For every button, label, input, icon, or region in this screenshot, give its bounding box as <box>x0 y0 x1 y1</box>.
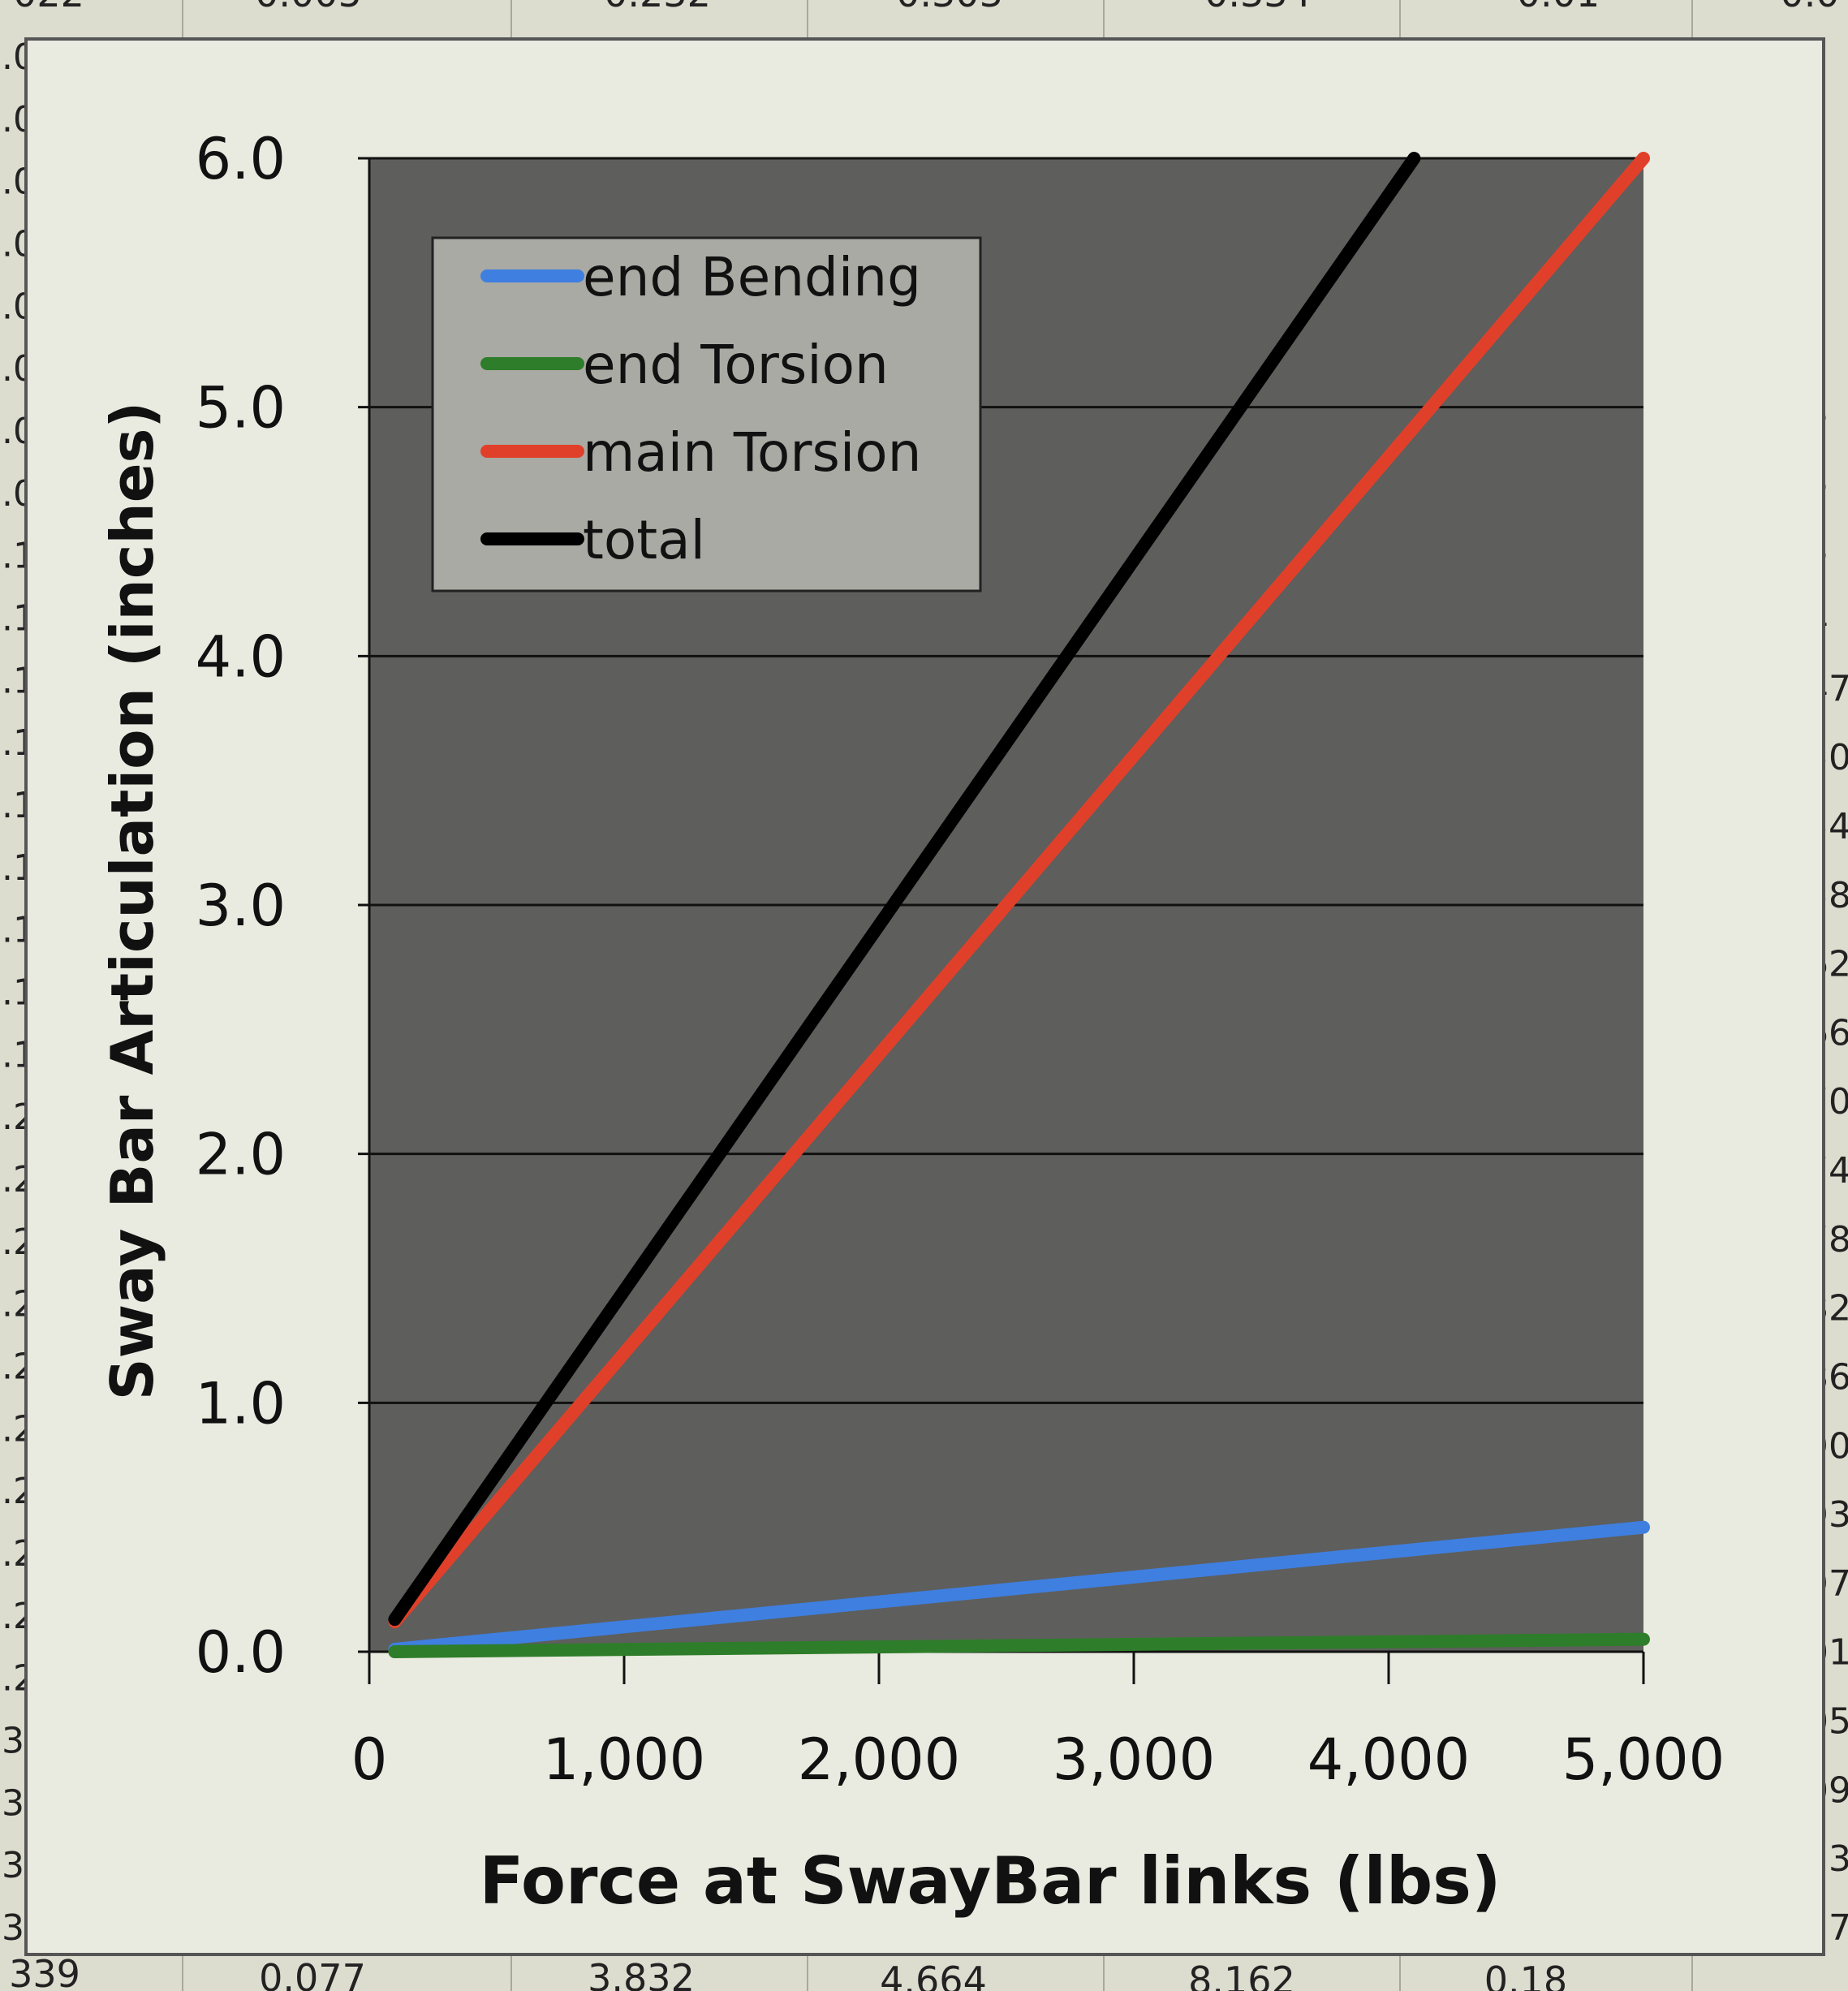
y-tick-label: 1.0 <box>196 1370 286 1437</box>
cell-top-6: 0.01 <box>1517 0 1600 15</box>
cell-top-2: 0.005 <box>255 0 362 15</box>
left-cell: 3 <box>2 1721 24 1762</box>
series-line-end-torsion <box>388 1632 1650 1658</box>
y-tick-label: 4.0 <box>196 623 286 690</box>
x-tick-label: 4,000 <box>1307 1726 1470 1793</box>
cell-top-7: 0.0 <box>1780 0 1839 15</box>
cell-bottom-5: 8.162 <box>1188 1959 1295 1991</box>
x-axis-title: Force at SwayBar links (lbs) <box>480 1843 1501 1919</box>
cell-bottom-2: 0.077 <box>259 1956 366 1991</box>
y-tick-label: 2.0 <box>196 1122 286 1188</box>
series-line-total <box>388 152 1421 1627</box>
y-tick-label: 3.0 <box>196 873 286 939</box>
x-tick-label: 5,000 <box>1562 1726 1725 1793</box>
legend-box <box>431 236 982 593</box>
y-tick-labels: 0.0 1.0 2.0 3.0 4.0 5.0 6.0 <box>196 126 286 1686</box>
cell-top-3: 0.232 <box>604 0 711 15</box>
legend-label-main-torsion: main Torsion <box>583 421 921 484</box>
x-tick-label: 2,000 <box>798 1726 960 1793</box>
y-axis-title: Sway Bar Articulation (inches) <box>98 402 166 1401</box>
x-tick-label: 1,000 <box>543 1726 705 1793</box>
y-tick-label: 5.0 <box>196 375 286 442</box>
cell-bottom-4: 4.664 <box>880 1959 987 1991</box>
left-cell: 3 <box>2 1907 24 1949</box>
spreadsheet-top-row: 022 0.005 0.232 0.303 0.334 0.01 0.0 <box>13 0 1839 15</box>
x-tick-label: 3,000 <box>1053 1726 1215 1793</box>
left-cell: 3 <box>2 1845 24 1886</box>
x-tick-label: 0 <box>351 1726 388 1793</box>
spreadsheet-grid <box>182 0 1693 1991</box>
cell-bottom-6: 0.18 <box>1484 1959 1567 1991</box>
legend-label-end-bending: end Bending <box>583 246 921 308</box>
cell-top-1: 022 <box>13 0 84 15</box>
x-tick-labels: 0 1,000 2,000 3,000 4,000 5,000 <box>351 1726 1725 1793</box>
y-tick-label: 0.0 <box>196 1619 286 1686</box>
cell-top-5: 0.334 <box>1204 0 1312 15</box>
legend-label-total: total <box>583 509 705 571</box>
legend: end Bending end Torsion main Torsion total <box>431 236 982 593</box>
spreadsheet-bottom-row: 339 0.077 3.832 4.664 8.162 0.18 <box>9 1952 1567 1991</box>
series-layer <box>388 152 1650 1658</box>
series-line-end-bending <box>388 1520 1650 1656</box>
cell-bottom-3: 3.832 <box>588 1956 695 1991</box>
series-line-main-torsion <box>388 152 1650 1629</box>
legend-label-end-torsion: end Torsion <box>583 334 889 396</box>
y-tick-label: 6.0 <box>196 126 286 192</box>
left-cell: 3 <box>2 1782 24 1824</box>
cell-bottom-1: 339 <box>9 1952 80 1991</box>
cell-top-4: 0.303 <box>896 0 1003 15</box>
